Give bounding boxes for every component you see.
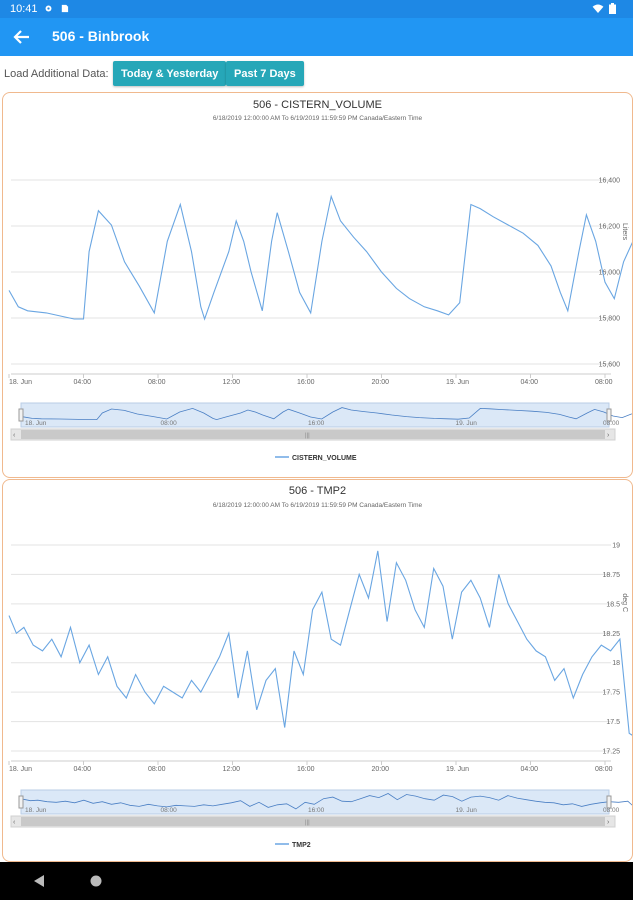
- chart-card-tmp2: 506 - TMP2 6/18/2019 12:00:00 AM To 6/19…: [2, 479, 633, 862]
- scrollbar-thumb[interactable]: [21, 817, 605, 826]
- x-tick-label: 12:00: [223, 379, 241, 386]
- legend-label[interactable]: CISTERN_VOLUME: [292, 455, 357, 462]
- past-7-days-button[interactable]: Past 7 Days: [226, 61, 304, 86]
- navigator[interactable]: 08:00 16:00 19. Jun 08:00 18. Jun: [18, 402, 632, 428]
- y-tick-label: 19: [612, 543, 620, 550]
- status-bar: 10:41: [0, 0, 633, 18]
- x-tick-label: 16:00: [297, 379, 315, 386]
- sim-icon: [61, 4, 69, 13]
- navigator-tick-label: 08:00: [603, 807, 620, 814]
- nav-back-icon[interactable]: [33, 875, 45, 887]
- navigator-tick-label: 19. Jun: [456, 807, 478, 814]
- y-tick-label: 18.75: [602, 572, 620, 579]
- x-tick-label: 04:00: [74, 766, 92, 773]
- scroll-right-arrow[interactable]: ›: [607, 432, 610, 439]
- navigator-tick-label: 08:00: [603, 420, 620, 427]
- x-tick-label: 12:00: [223, 766, 241, 773]
- scrollbar-thumb[interactable]: [21, 430, 605, 439]
- navigator-handle-left[interactable]: [18, 408, 24, 422]
- nav-home-icon[interactable]: [90, 875, 102, 887]
- x-tick-label: 08:00: [148, 766, 166, 773]
- x-tick-label: 04:00: [521, 766, 539, 773]
- y-tick-label: 18.25: [602, 631, 620, 638]
- gear-icon: [45, 5, 52, 12]
- y-axis-label: Liters: [621, 223, 628, 241]
- line-chart-cistern[interactable]: 15,600 15,800 16,000 16,200 16,400 Liters 18. …: [3, 93, 632, 477]
- navigator-tick-label: 18. Jun: [25, 807, 47, 814]
- navigator-handle-right[interactable]: [606, 408, 612, 422]
- scrollbar-grip[interactable]: |||: [305, 433, 310, 439]
- page-title: 506 - Binbrook: [52, 28, 150, 44]
- x-tick-label: 04:00: [521, 379, 539, 386]
- legend-label[interactable]: TMP2: [292, 842, 311, 849]
- series-line-tmp2: [8, 550, 632, 736]
- navigator-tick-label: 08:00: [161, 420, 178, 427]
- y-tick-label: 17.25: [602, 749, 620, 756]
- line-chart-tmp2[interactable]: 17.25 17.5 17.75 18 18.25 18.5 18.75 19 deg C 18.…: [3, 480, 632, 861]
- navigator-tick-label: 19. Jun: [456, 420, 478, 427]
- scroll-right-arrow[interactable]: ›: [607, 819, 610, 826]
- navigator-range[interactable]: [20, 402, 610, 428]
- load-label: Load Additional Data:: [4, 68, 109, 80]
- battery-icon: [609, 3, 616, 14]
- scroll-left-arrow[interactable]: ‹: [13, 819, 16, 826]
- x-tick-label: 16:00: [297, 766, 315, 773]
- y-tick-label: 18.5: [606, 601, 620, 608]
- chart-subtitle: 6/18/2019 12:00:00 AM To 6/19/2019 11:59…: [212, 115, 423, 122]
- y-tick-label: 15,600: [599, 362, 621, 369]
- x-tick-label: 08:00: [595, 766, 613, 773]
- navigator-handle-left[interactable]: [18, 795, 24, 809]
- x-tick-label: 18. Jun: [9, 379, 32, 386]
- y-tick-label: 16,400: [599, 178, 621, 185]
- navigator-tick-label: 16:00: [308, 807, 325, 814]
- scrollbar-grip[interactable]: |||: [305, 820, 310, 826]
- x-tick-label: 08:00: [595, 379, 613, 386]
- navigator-tick-label: 18. Jun: [25, 420, 47, 427]
- wifi-icon: [592, 4, 604, 13]
- navigator-handle-right[interactable]: [606, 795, 612, 809]
- navigator[interactable]: 08:00 16:00 19. Jun 08:00 18. Jun: [18, 789, 632, 815]
- status-time: 10:41: [10, 3, 38, 15]
- y-tick-label: 17.75: [602, 690, 620, 697]
- navigator-tick-label: 08:00: [161, 807, 178, 814]
- today-yesterday-button[interactable]: Today & Yesterday: [113, 61, 227, 86]
- navigator-tick-label: 16:00: [308, 420, 325, 427]
- arrow-left-icon[interactable]: [12, 27, 32, 47]
- x-tick-label: 20:00: [372, 766, 390, 773]
- system-nav-bar: [0, 862, 633, 900]
- y-axis-label: deg C: [621, 593, 628, 612]
- x-tick-label: 20:00: [372, 379, 390, 386]
- x-tick-label: 04:00: [74, 379, 92, 386]
- scroll-left-arrow[interactable]: ‹: [13, 432, 16, 439]
- series-line-cistern_volume: [8, 194, 632, 321]
- chart-title: 506 - CISTERN_VOLUME: [253, 99, 382, 111]
- load-additional-data: Load Additional Data: Today & Yesterday …: [0, 60, 633, 88]
- chart-subtitle: 6/18/2019 12:00:00 AM To 6/19/2019 11:59…: [212, 502, 423, 509]
- x-tick-label: 19. Jun: [446, 766, 469, 773]
- y-tick-label: 16,200: [599, 224, 621, 231]
- y-tick-label: 15,800: [599, 316, 621, 323]
- x-tick-label: 08:00: [148, 379, 166, 386]
- app-bar: 506 - Binbrook: [0, 18, 633, 56]
- navigator-range[interactable]: [20, 789, 610, 815]
- x-tick-label: 19. Jun: [446, 379, 469, 386]
- navigator-series-line: [22, 407, 632, 421]
- y-tick-label: 18: [612, 660, 620, 667]
- y-tick-label: 17.5: [606, 719, 620, 726]
- y-tick-label: 16,000: [599, 270, 621, 277]
- chart-title: 506 - TMP2: [288, 485, 347, 497]
- navigator-series-line: [22, 793, 632, 810]
- chart-card-cistern: 506 - CISTERN_VOLUME 6/18/2019 12:00:00 …: [2, 92, 633, 478]
- x-tick-label: 18. Jun: [9, 766, 32, 773]
